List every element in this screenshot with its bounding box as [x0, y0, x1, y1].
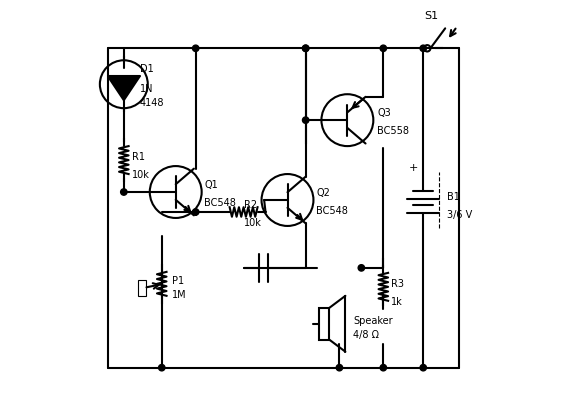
Circle shape: [159, 365, 165, 371]
Text: S1: S1: [424, 11, 438, 21]
Text: Q3: Q3: [377, 108, 391, 118]
Text: BC558: BC558: [377, 126, 409, 136]
Circle shape: [336, 365, 343, 371]
Circle shape: [302, 46, 309, 53]
Text: R1: R1: [132, 152, 145, 162]
Text: R2: R2: [244, 199, 256, 209]
Circle shape: [193, 46, 199, 53]
Text: 4/8 Ω: 4/8 Ω: [354, 329, 380, 339]
Text: 3/6 V: 3/6 V: [447, 209, 473, 219]
Polygon shape: [108, 77, 140, 101]
Text: Q1: Q1: [204, 180, 218, 190]
Text: Speaker: Speaker: [354, 315, 393, 325]
Circle shape: [358, 265, 365, 271]
Circle shape: [420, 46, 427, 53]
Circle shape: [302, 117, 309, 124]
Circle shape: [302, 46, 309, 53]
Text: BC548: BC548: [316, 205, 348, 215]
Circle shape: [121, 189, 127, 196]
Text: 1M: 1M: [172, 289, 186, 299]
Text: B1: B1: [447, 192, 460, 202]
Text: BC548: BC548: [204, 198, 236, 207]
Text: 1N: 1N: [140, 84, 154, 94]
Circle shape: [380, 365, 386, 371]
Text: 1k: 1k: [392, 296, 403, 306]
Text: 10k: 10k: [132, 170, 150, 180]
Text: 4148: 4148: [140, 98, 164, 108]
Circle shape: [380, 46, 386, 53]
Text: P1: P1: [172, 275, 184, 285]
Text: D1: D1: [140, 64, 154, 74]
Text: +: +: [409, 163, 418, 172]
Circle shape: [193, 209, 199, 216]
Text: Q2: Q2: [316, 188, 330, 198]
Circle shape: [420, 365, 427, 371]
Text: 10k: 10k: [244, 217, 262, 227]
Text: R3: R3: [392, 278, 404, 288]
